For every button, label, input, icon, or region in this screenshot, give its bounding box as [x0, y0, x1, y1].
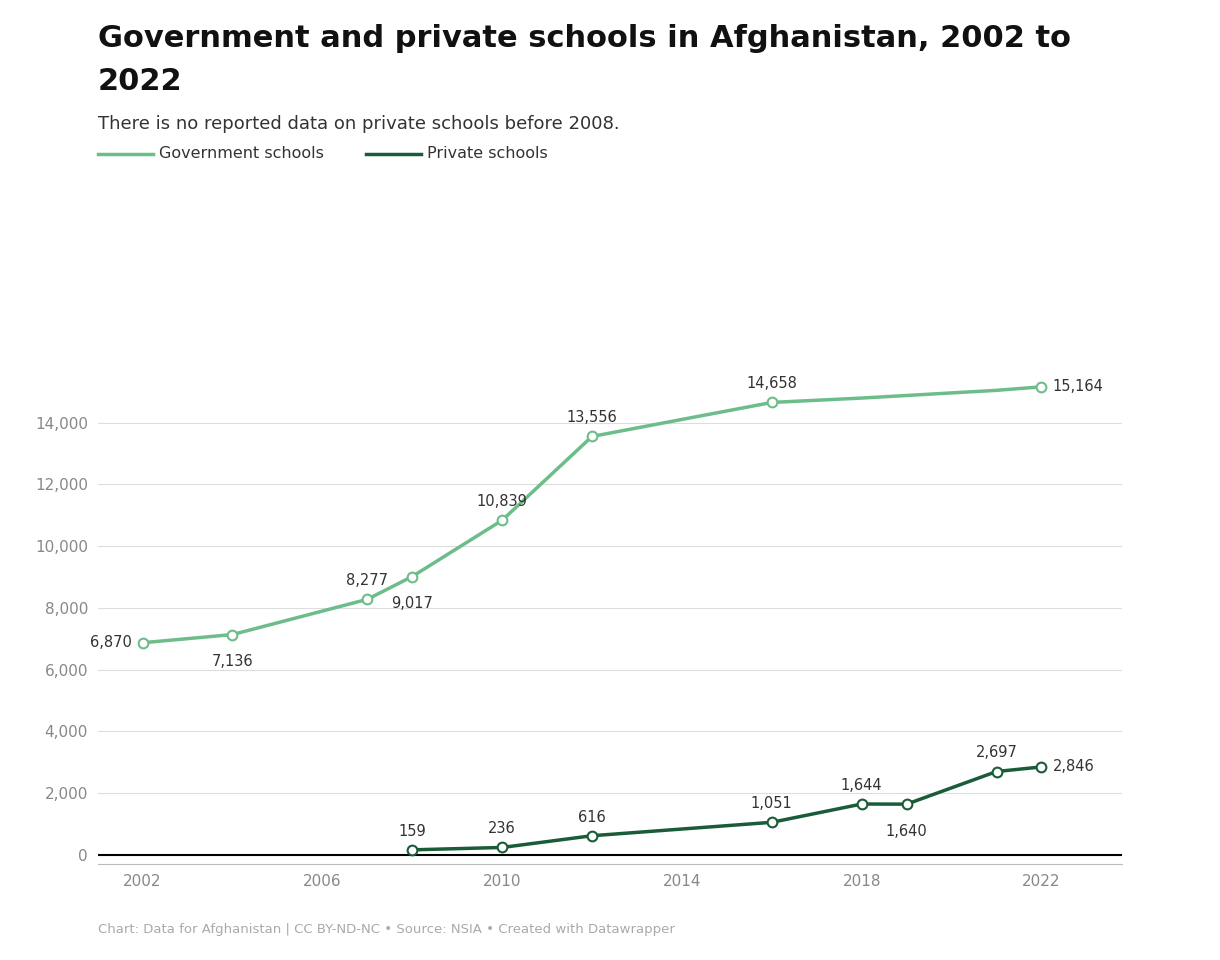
Text: 6,870: 6,870 [89, 636, 132, 650]
Text: 1,640: 1,640 [886, 824, 927, 839]
Text: 15,164: 15,164 [1053, 379, 1103, 395]
Text: 236: 236 [488, 822, 516, 836]
Text: 2022: 2022 [98, 67, 182, 96]
Text: 2,846: 2,846 [1053, 759, 1094, 775]
Text: 8,277: 8,277 [346, 573, 388, 588]
Text: 7,136: 7,136 [211, 654, 254, 669]
Text: 13,556: 13,556 [566, 410, 617, 425]
Text: 2,697: 2,697 [976, 745, 1017, 760]
Text: Private schools: Private schools [427, 146, 548, 161]
Text: There is no reported data on private schools before 2008.: There is no reported data on private sch… [98, 115, 620, 133]
Text: 14,658: 14,658 [747, 376, 797, 392]
Text: 10,839: 10,839 [477, 494, 527, 509]
Text: 1,051: 1,051 [752, 796, 793, 811]
Text: 616: 616 [578, 809, 606, 825]
Text: Government schools: Government schools [159, 146, 323, 161]
Text: 9,017: 9,017 [392, 596, 433, 611]
Text: 1,644: 1,644 [841, 778, 882, 793]
Text: 159: 159 [399, 824, 426, 839]
Text: Government and private schools in Afghanistan, 2002 to: Government and private schools in Afghan… [98, 24, 1071, 53]
Text: Chart: Data for Afghanistan | CC BY-ND-NC • Source: NSIA • Created with Datawrap: Chart: Data for Afghanistan | CC BY-ND-N… [98, 923, 675, 936]
